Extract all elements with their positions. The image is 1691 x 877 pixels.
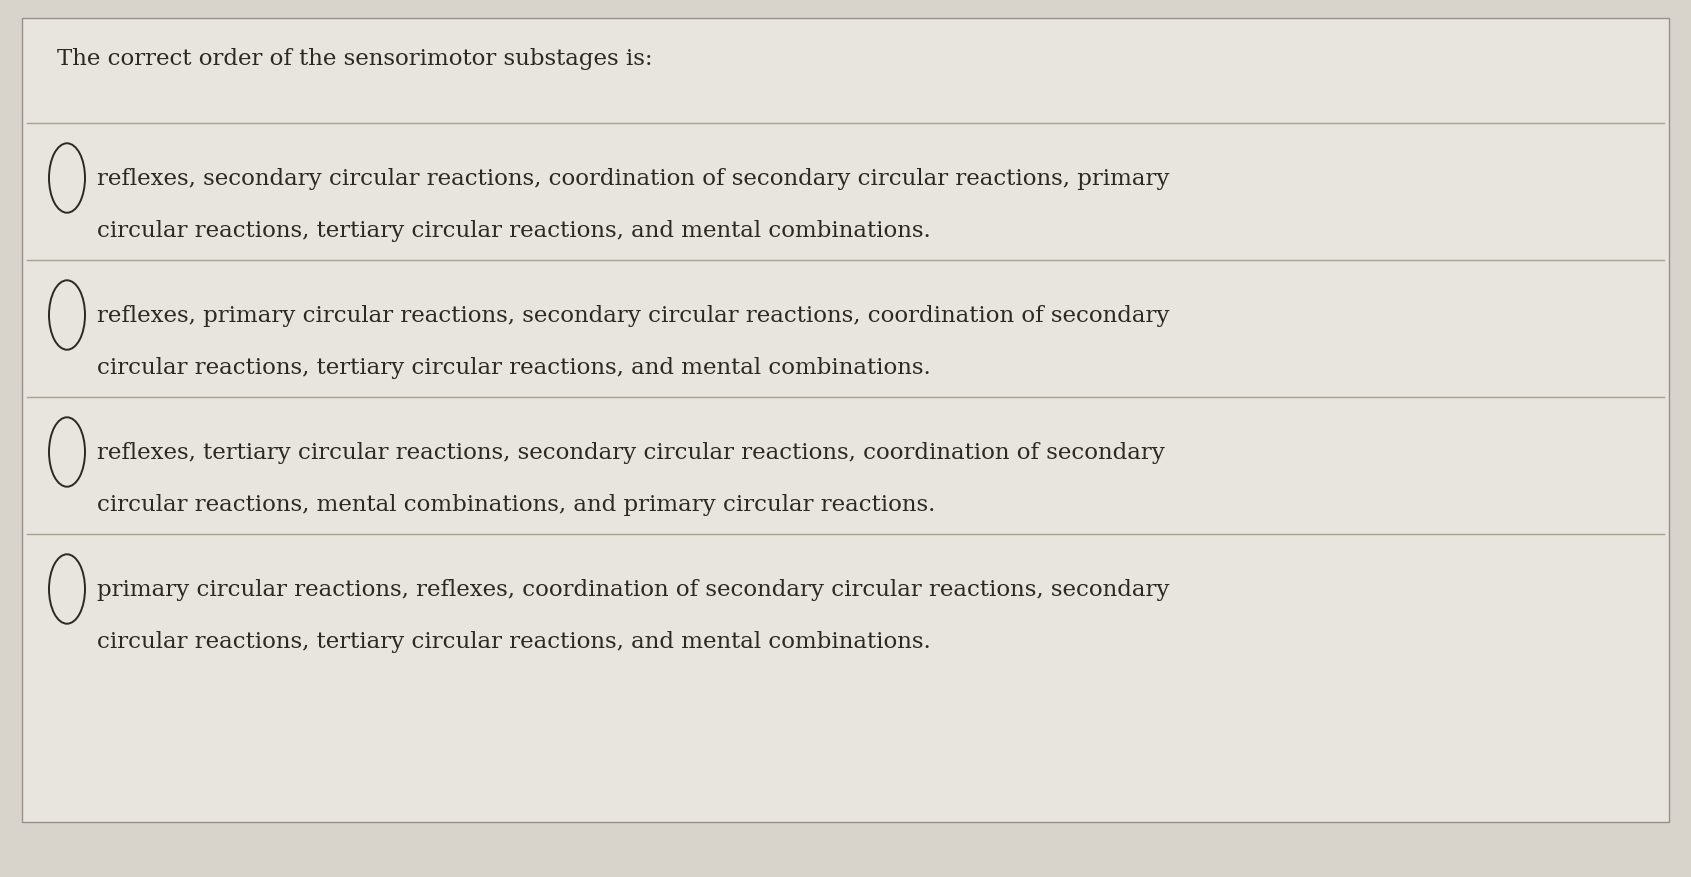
Text: circular reactions, mental combinations, and primary circular reactions.: circular reactions, mental combinations,… <box>96 494 935 516</box>
Text: The correct order of the sensorimotor substages is:: The correct order of the sensorimotor su… <box>57 48 653 70</box>
Text: circular reactions, tertiary circular reactions, and mental combinations.: circular reactions, tertiary circular re… <box>96 631 930 653</box>
Text: circular reactions, tertiary circular reactions, and mental combinations.: circular reactions, tertiary circular re… <box>96 357 930 379</box>
Text: reflexes, secondary circular reactions, coordination of secondary circular react: reflexes, secondary circular reactions, … <box>96 168 1170 190</box>
Text: primary circular reactions, reflexes, coordination of secondary circular reactio: primary circular reactions, reflexes, co… <box>96 579 1170 601</box>
Text: circular reactions, tertiary circular reactions, and mental combinations.: circular reactions, tertiary circular re… <box>96 220 930 242</box>
Text: reflexes, tertiary circular reactions, secondary circular reactions, coordinatio: reflexes, tertiary circular reactions, s… <box>96 442 1165 464</box>
Text: reflexes, primary circular reactions, secondary circular reactions, coordination: reflexes, primary circular reactions, se… <box>96 305 1170 327</box>
FancyBboxPatch shape <box>22 18 1669 822</box>
